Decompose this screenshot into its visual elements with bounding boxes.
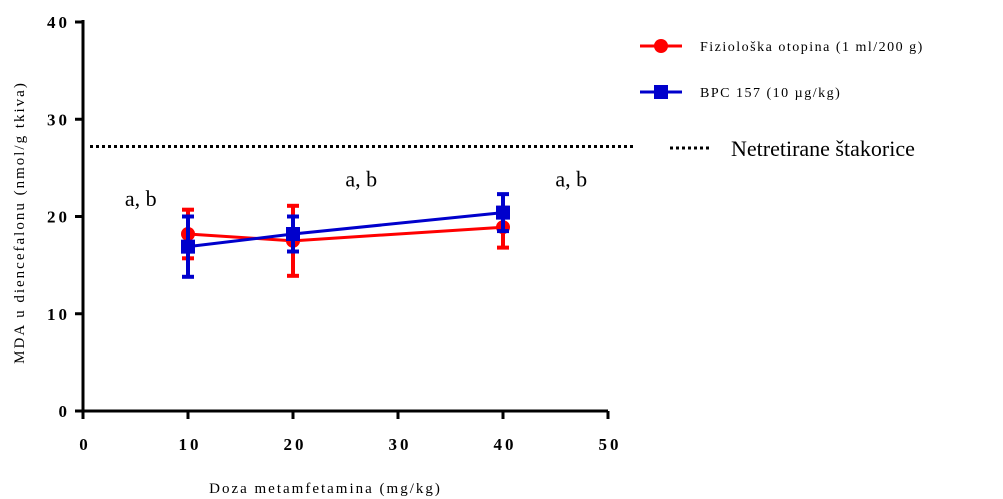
legend: Fiziološka otopina (1 ml/200 g) BPC 157 (… [640,39,924,161]
x-tick-label: 20 [284,435,307,454]
legend-label: Netretirane štakorice [731,136,915,161]
legend-marker [654,85,668,99]
legend-item: BPC 157 (10 µg/kg) [640,85,841,101]
x-tick-label: 0 [79,435,91,454]
annotation-label: a, b [555,166,587,191]
y-tick-label: 30 [47,110,70,129]
y-tick-label: 0 [59,402,71,421]
x-tick-label: 40 [494,435,517,454]
annotation-label: a, b [125,186,157,211]
y-tick-label: 10 [47,305,70,324]
x-tick-label: 50 [599,435,622,454]
annotations: a, b a, b a, b [125,166,587,210]
x-axis-title: Doza metamfetamina (mg/kg) [209,481,442,497]
x-tick-label: 30 [389,435,412,454]
y-tick-label: 20 [47,208,70,227]
legend-label: Fiziološka otopina (1 ml/200 g) [700,40,924,55]
series-bpc157 [181,192,510,279]
legend-item: Fiziološka otopina (1 ml/200 g) [640,39,924,55]
axes: 0 10 20 30 40 0 10 20 30 40 50 Doza metamfetamina (… [12,13,622,497]
annotation-label: a, b [345,166,377,191]
y-tick-label: 40 [47,13,70,32]
legend-item: Netretirane štakorice [670,136,915,161]
legend-marker [654,39,668,53]
data-point [286,227,300,242]
x-tick-label: 10 [179,435,202,454]
legend-label: BPC 157 (10 µg/kg) [700,86,841,101]
data-point [496,205,510,220]
y-axis-title: MDA u diencefalonu (nmol/g tkiva) [12,81,28,364]
data-point [181,239,195,254]
plot-area [181,192,510,279]
